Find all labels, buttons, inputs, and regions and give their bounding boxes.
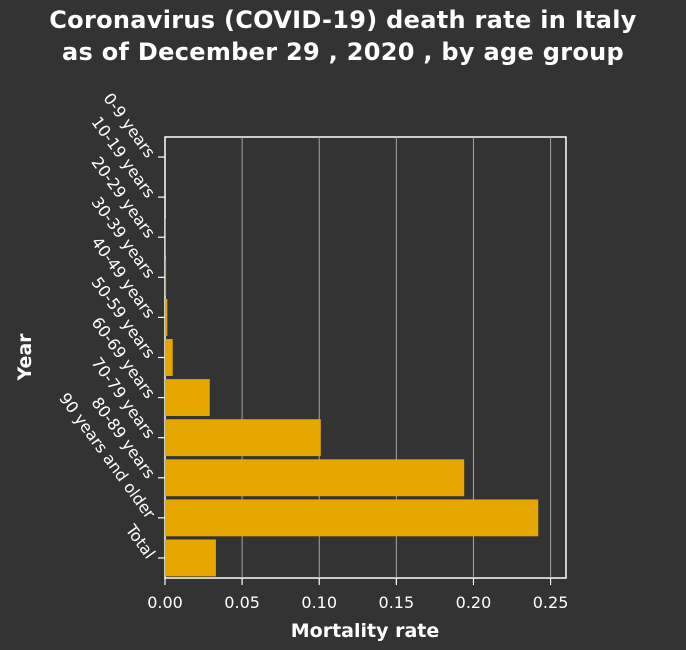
x-tick-label: 0.05 (224, 593, 260, 612)
bar (165, 298, 168, 336)
x-tick-label: 0.15 (379, 593, 415, 612)
bars (165, 218, 539, 577)
chart-title-line-1: Coronavirus (COVID-19) death rate in Ita… (49, 6, 637, 34)
x-tick-label: 0.20 (456, 593, 492, 612)
x-tick-label: 0.25 (533, 593, 569, 612)
bar (165, 499, 539, 537)
x-axis-ticks: 0.00 0.05 0.10 0.15 0.20 0.25 (147, 578, 568, 612)
x-tick-label: 0.10 (301, 593, 337, 612)
y-tick-label: Total (121, 520, 159, 562)
bar (165, 539, 216, 577)
bar (165, 339, 173, 376)
x-tick-label: 0.00 (147, 593, 183, 612)
bar (165, 258, 167, 296)
bar (165, 419, 321, 457)
y-axis-label: Year (14, 333, 36, 382)
x-axis-label: Mortality rate (291, 620, 440, 642)
bar (165, 459, 465, 497)
bar (165, 379, 210, 417)
chart-title-line-2: as of December 29 , 2020 , by age group (62, 38, 624, 66)
